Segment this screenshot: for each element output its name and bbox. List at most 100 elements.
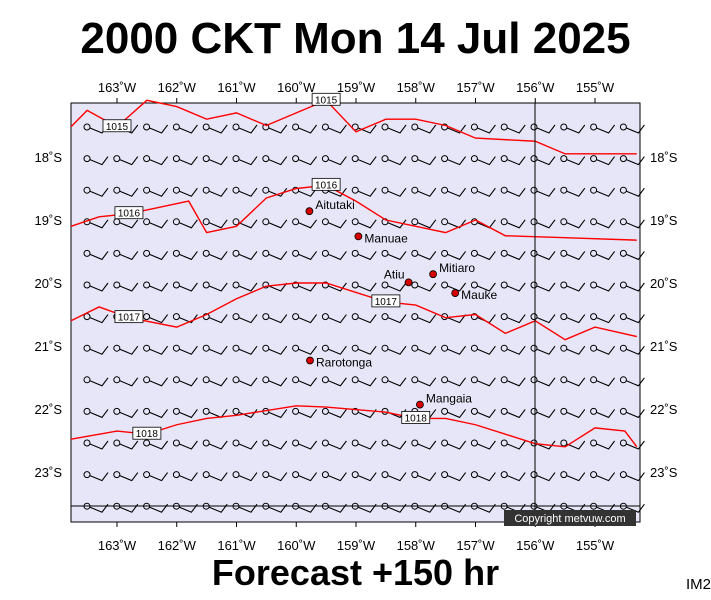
lat-tick-label-left: 18˚S <box>35 150 63 165</box>
wind-barb <box>500 249 526 261</box>
wind-barb <box>321 439 347 450</box>
wind-barb <box>411 186 437 197</box>
wind-barb <box>530 155 556 166</box>
svg-text:1018: 1018 <box>136 429 159 440</box>
lat-tick-label-right: 18˚S <box>650 150 678 165</box>
wind-barb <box>143 376 169 387</box>
wind-barb <box>202 471 228 482</box>
wind-barb <box>202 123 228 134</box>
wind-barb <box>83 439 109 450</box>
isobar-label-1016: 1016 <box>114 206 144 220</box>
isobar-label-1016: 1016 <box>311 177 341 191</box>
wind-barb <box>590 439 616 450</box>
wind-barb <box>530 407 556 419</box>
wind-barb <box>143 471 169 482</box>
wind-barb <box>381 376 407 387</box>
wind-barb <box>351 186 377 197</box>
wind-barb <box>321 123 347 134</box>
isobar-label-1015: 1015 <box>102 119 132 133</box>
wind-barb <box>560 218 586 229</box>
wind-barb <box>590 376 616 387</box>
wind-barb <box>172 439 198 450</box>
wind-barb <box>619 439 645 450</box>
forecast-label: Forecast +150 hr <box>211 552 500 593</box>
wind-barb <box>560 249 586 261</box>
wind-barb <box>262 218 288 229</box>
wind-barb <box>83 376 109 387</box>
place-label: Rarotonga <box>316 355 372 369</box>
lon-tick-label-top: 162˚W <box>158 80 197 95</box>
wind-barb <box>232 313 258 324</box>
wind-barb <box>441 471 467 482</box>
wind-barb <box>590 155 616 166</box>
lat-tick-label-left: 20˚S <box>35 276 63 291</box>
wind-barb <box>143 344 169 355</box>
axis-labels-layer: 163˚W 163˚W 162˚W 162˚W 161˚W 161˚W 160˚W 160˚W… <box>35 80 678 553</box>
wind-barb <box>351 471 377 482</box>
wind-barb <box>292 471 318 482</box>
wind-barb <box>500 376 526 387</box>
lon-tick-label-bottom: 158˚W <box>397 538 436 553</box>
wind-barb <box>292 313 318 324</box>
wind-barb <box>530 123 556 134</box>
lon-tick-label-top: 155˚W <box>576 80 615 95</box>
wind-barb <box>232 249 258 261</box>
wind-barb <box>321 218 347 229</box>
wind-barb <box>143 218 169 229</box>
wind-barb <box>381 155 407 166</box>
wind-barb <box>262 155 288 166</box>
wind-barb <box>262 376 288 387</box>
wind-barb <box>321 155 347 166</box>
wind-barb <box>500 407 526 419</box>
svg-text:1018: 1018 <box>405 413 428 424</box>
svg-text:1015: 1015 <box>106 122 129 133</box>
wind-barb <box>262 471 288 482</box>
wind-barb <box>500 218 526 229</box>
wind-barb <box>143 123 169 134</box>
svg-text:1017: 1017 <box>118 313 141 324</box>
place-marker <box>451 289 460 297</box>
wind-barb <box>560 123 586 134</box>
wind-barb <box>411 376 437 387</box>
wind-barb <box>321 407 347 419</box>
lon-tick-label-bottom: 155˚W <box>576 538 615 553</box>
wind-barb <box>530 376 556 387</box>
place-marker <box>305 207 314 216</box>
wind-barb <box>619 155 645 166</box>
lon-tick-label-bottom: 156˚W <box>516 538 555 553</box>
wind-barb <box>292 376 318 387</box>
place-marker <box>404 278 413 287</box>
wind-barb <box>441 407 467 419</box>
wind-barb <box>202 281 228 292</box>
place-marker <box>429 270 437 279</box>
isobar-line-1016 <box>70 184 637 241</box>
wind-barb <box>351 313 377 324</box>
wind-barb <box>143 249 169 261</box>
wind-barb <box>113 155 139 166</box>
wind-barb <box>351 407 377 419</box>
wind-barb <box>619 123 645 134</box>
wind-barb <box>441 155 467 166</box>
lon-tick-label-top: 163˚W <box>98 80 137 95</box>
wind-barb <box>500 281 526 292</box>
wind-barb <box>619 186 645 197</box>
wind-barb <box>113 407 139 419</box>
wind-barb <box>262 123 288 134</box>
wind-barb <box>441 218 467 229</box>
wind-barb <box>411 218 437 229</box>
wind-barb <box>262 344 288 355</box>
wind-barb <box>381 123 407 134</box>
svg-text:1015: 1015 <box>315 95 338 106</box>
wind-barb <box>590 407 616 419</box>
wind-barb <box>500 123 526 134</box>
wind-barb <box>143 407 169 419</box>
wind-barb <box>441 186 467 197</box>
wind-barb <box>590 218 616 229</box>
wind-barb <box>619 376 645 387</box>
place-label: Mangaia <box>426 392 472 406</box>
wind-barb <box>470 344 496 355</box>
wind-barb <box>411 155 437 166</box>
wind-barb <box>470 281 496 292</box>
isobar-line-1015 <box>70 99 637 155</box>
place-marker <box>416 400 424 409</box>
